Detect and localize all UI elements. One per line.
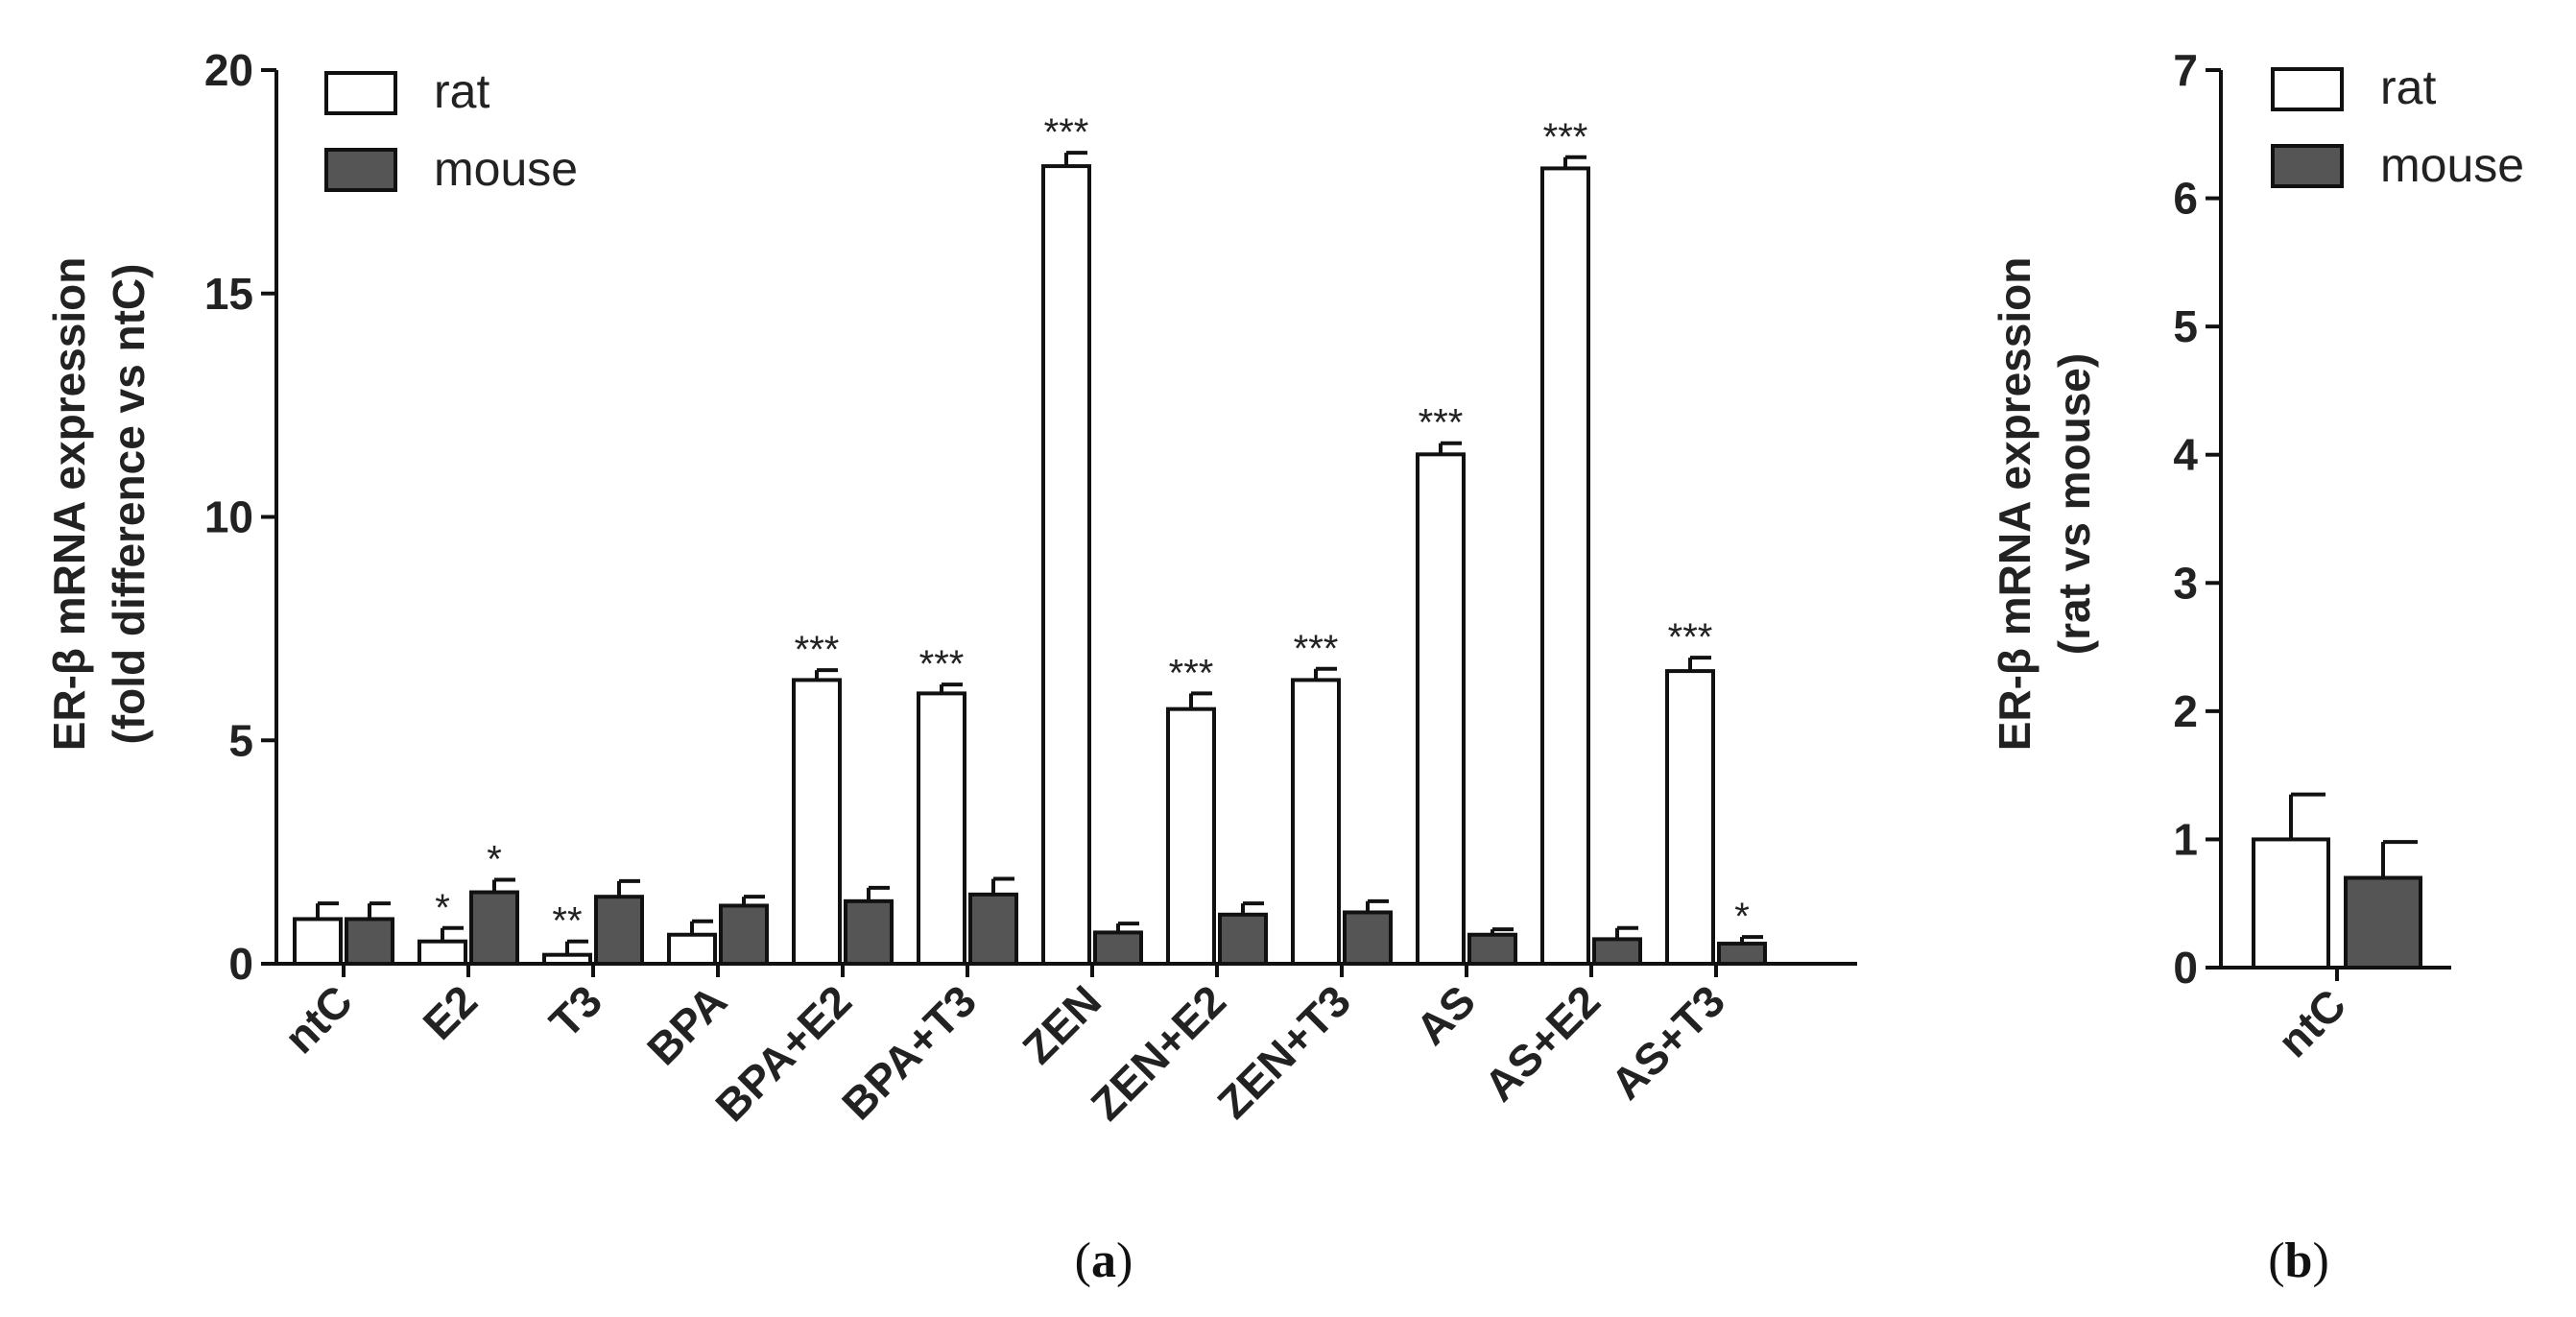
x-tick-label-bpa: BPA [637, 975, 736, 1074]
panel-b-y-label-line1: ER-β mRNA expression [1990, 257, 2039, 752]
bar-rat-ntc [293, 917, 343, 967]
bar-mouse-zen [1093, 930, 1143, 966]
y-tick-label-1: 1 [2173, 814, 2198, 864]
significance-mouse-e2: * [487, 838, 502, 880]
legend-swatch-rat [2271, 67, 2344, 111]
x-tick-label-as-plus-e2: AS+E2 [1474, 975, 1610, 1111]
y-tick-label-5: 5 [228, 715, 253, 765]
x-tick-label-e2: E2 [414, 975, 488, 1049]
bar-rat-bpa [667, 932, 717, 966]
y-tick-label-5: 5 [2173, 301, 2198, 351]
y-tick-label-2: 2 [2173, 686, 2198, 736]
bar-mouse-bpa-plus-t3 [968, 892, 1018, 966]
x-tick-label-as-plus-t3: AS+T3 [1601, 975, 1734, 1109]
x-tick-label-bpa-plus-e2: BPA+E2 [705, 975, 861, 1131]
legend-label-mouse: mouse [434, 142, 578, 196]
x-tick-label-ntc: ntC [2268, 979, 2355, 1066]
panel-a-y-label-line1: ER-β mRNA expression [44, 257, 94, 752]
significance-rat-e2: * [435, 887, 450, 929]
panel-b-legend: rat mouse [2271, 60, 2524, 192]
y-tick-label-6: 6 [2173, 174, 2198, 224]
bar-mouse-ntc [2344, 875, 2422, 970]
bar-mouse-as-plus-t3 [1717, 942, 1767, 966]
panel-a-y-label-line2: (fold difference vs ntC) [104, 264, 154, 745]
x-tick-label-zen-plus-e2: ZEN+E2 [1081, 975, 1235, 1130]
bar-rat-zen-plus-e2 [1166, 706, 1216, 966]
panel-a-bars: ******* ********************** [293, 111, 1767, 967]
y-tick-label-0: 0 [2173, 943, 2198, 993]
bar-mouse-zen-plus-e2 [1218, 912, 1268, 966]
y-tick-label-4: 4 [2173, 430, 2198, 480]
bar-mouse-t3 [594, 895, 644, 966]
y-tick-label-20: 20 [204, 45, 253, 95]
bar-mouse-bpa-plus-e2 [844, 898, 894, 967]
panel-b-y-label-line2: (rat vs mouse) [2049, 353, 2099, 655]
x-tick-label-ntc: ntC [274, 975, 362, 1063]
x-tick-label-bpa-plus-t3: BPA+T3 [832, 975, 986, 1129]
legend-swatch-mouse [2271, 144, 2344, 188]
bar-rat-as-plus-e2 [1540, 166, 1590, 967]
y-tick-label-7: 7 [2173, 45, 2198, 95]
panel-b-x-ticks: ntC [2268, 968, 2355, 1066]
legend-swatch-rat [324, 71, 397, 115]
bar-rat-ntc [2252, 837, 2330, 970]
bar-mouse-bpa [719, 903, 769, 966]
panel-b-letter: b [2285, 1233, 2313, 1288]
significance-mouse-as-plus-t3: * [1734, 896, 1750, 938]
bar-rat-bpa-plus-t3 [917, 691, 966, 966]
significance-rat-as: *** [1419, 402, 1464, 444]
significance-rat-bpa-plus-t3: *** [919, 643, 965, 685]
significance-rat-zen: *** [1044, 111, 1089, 154]
legend-label-rat: rat [2380, 60, 2436, 114]
bar-mouse-e2 [469, 890, 519, 967]
significance-rat-bpa-plus-e2: *** [795, 629, 840, 671]
bar-rat-e2 [417, 939, 467, 966]
significance-rat-t3: ** [552, 900, 582, 943]
bar-mouse-as [1467, 932, 1517, 966]
y-tick-label-0: 0 [228, 939, 253, 989]
panel-a-legend: rat mouse [324, 64, 578, 196]
bar-rat-as-plus-t3 [1665, 669, 1715, 966]
panel-a-y-ticks: 0 5 10 15 20 [204, 45, 276, 989]
significance-rat-as-plus-e2: *** [1543, 116, 1588, 158]
y-tick-label-10: 10 [204, 492, 253, 542]
x-tick-label-zen: ZEN [1013, 975, 1110, 1073]
x-tick-label-t3: T3 [539, 975, 611, 1047]
significance-rat-zen-plus-t3: *** [1294, 628, 1339, 670]
panel-b-y-ticks: 0 1 2 3 4 5 6 7 [2173, 45, 2221, 993]
x-tick-label-zen-plus-t3: ZEN+T3 [1207, 975, 1360, 1128]
significance-rat-as-plus-t3: *** [1668, 616, 1713, 658]
x-tick-label-as: AS [1406, 975, 1485, 1054]
bar-rat-zen [1041, 164, 1091, 966]
panel-a-letter: a [1091, 1233, 1116, 1288]
y-tick-label-15: 15 [204, 269, 253, 319]
bar-mouse-as-plus-e2 [1592, 937, 1642, 967]
legend-swatch-mouse [324, 148, 397, 192]
panel-b: 0 1 2 3 4 5 6 7 ntC ER-β mRNA expression (rat v… [1990, 45, 2524, 1288]
legend-label-rat: rat [434, 64, 489, 118]
panel-a-label: (a) [1075, 1233, 1133, 1288]
y-tick-label-3: 3 [2173, 558, 2198, 608]
legend-label-mouse: mouse [2380, 138, 2524, 192]
significance-rat-zen-plus-e2: *** [1169, 652, 1214, 694]
bar-mouse-ntc [345, 917, 394, 967]
bar-mouse-zen-plus-t3 [1343, 910, 1393, 967]
bar-rat-bpa-plus-e2 [792, 678, 842, 966]
panel-b-bars [2252, 792, 2422, 970]
bar-rat-zen-plus-t3 [1291, 678, 1341, 966]
panel-b-label: (b) [2268, 1233, 2329, 1288]
bar-rat-as [1416, 452, 1466, 966]
